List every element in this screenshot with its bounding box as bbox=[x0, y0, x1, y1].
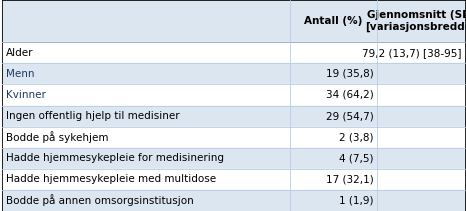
Bar bbox=[2, 169, 465, 190]
Text: 19 (35,8): 19 (35,8) bbox=[326, 69, 374, 79]
Bar bbox=[2, 84, 465, 106]
Text: 79,2 (13,7) [38-95]: 79,2 (13,7) [38-95] bbox=[362, 48, 461, 58]
Text: Hadde hjemmesykepleie for medisinering: Hadde hjemmesykepleie for medisinering bbox=[6, 153, 224, 163]
Bar bbox=[2, 127, 465, 148]
Text: 29 (54,7): 29 (54,7) bbox=[326, 111, 374, 121]
Bar bbox=[2, 106, 465, 127]
Bar bbox=[2, 42, 465, 63]
Text: Antall (%): Antall (%) bbox=[304, 16, 363, 26]
Bar bbox=[2, 148, 465, 169]
Text: 1 (1,9): 1 (1,9) bbox=[339, 195, 374, 206]
Bar bbox=[2, 190, 465, 211]
Text: Bodde på annen omsorgsinstitusjon: Bodde på annen omsorgsinstitusjon bbox=[6, 195, 194, 206]
Text: Menn: Menn bbox=[6, 69, 34, 79]
Text: 34 (64,2): 34 (64,2) bbox=[326, 90, 374, 100]
Text: Alder: Alder bbox=[6, 48, 34, 58]
Text: Bodde på sykehjem: Bodde på sykehjem bbox=[6, 131, 109, 143]
Text: 17 (32,1): 17 (32,1) bbox=[326, 174, 374, 184]
Text: 2 (3,8): 2 (3,8) bbox=[339, 132, 374, 142]
Bar bbox=[2, 0, 465, 42]
Text: Kvinner: Kvinner bbox=[6, 90, 46, 100]
Text: Hadde hjemmesykepleie med multidose: Hadde hjemmesykepleie med multidose bbox=[6, 174, 216, 184]
Text: Ingen offentlig hjelp til medisiner: Ingen offentlig hjelp til medisiner bbox=[6, 111, 180, 121]
Bar bbox=[2, 63, 465, 84]
Text: [variasjonsbredde]: [variasjonsbredde] bbox=[365, 22, 466, 32]
Text: Gjennomsnitt (SD): Gjennomsnitt (SD) bbox=[367, 10, 466, 20]
Text: 4 (7,5): 4 (7,5) bbox=[339, 153, 374, 163]
